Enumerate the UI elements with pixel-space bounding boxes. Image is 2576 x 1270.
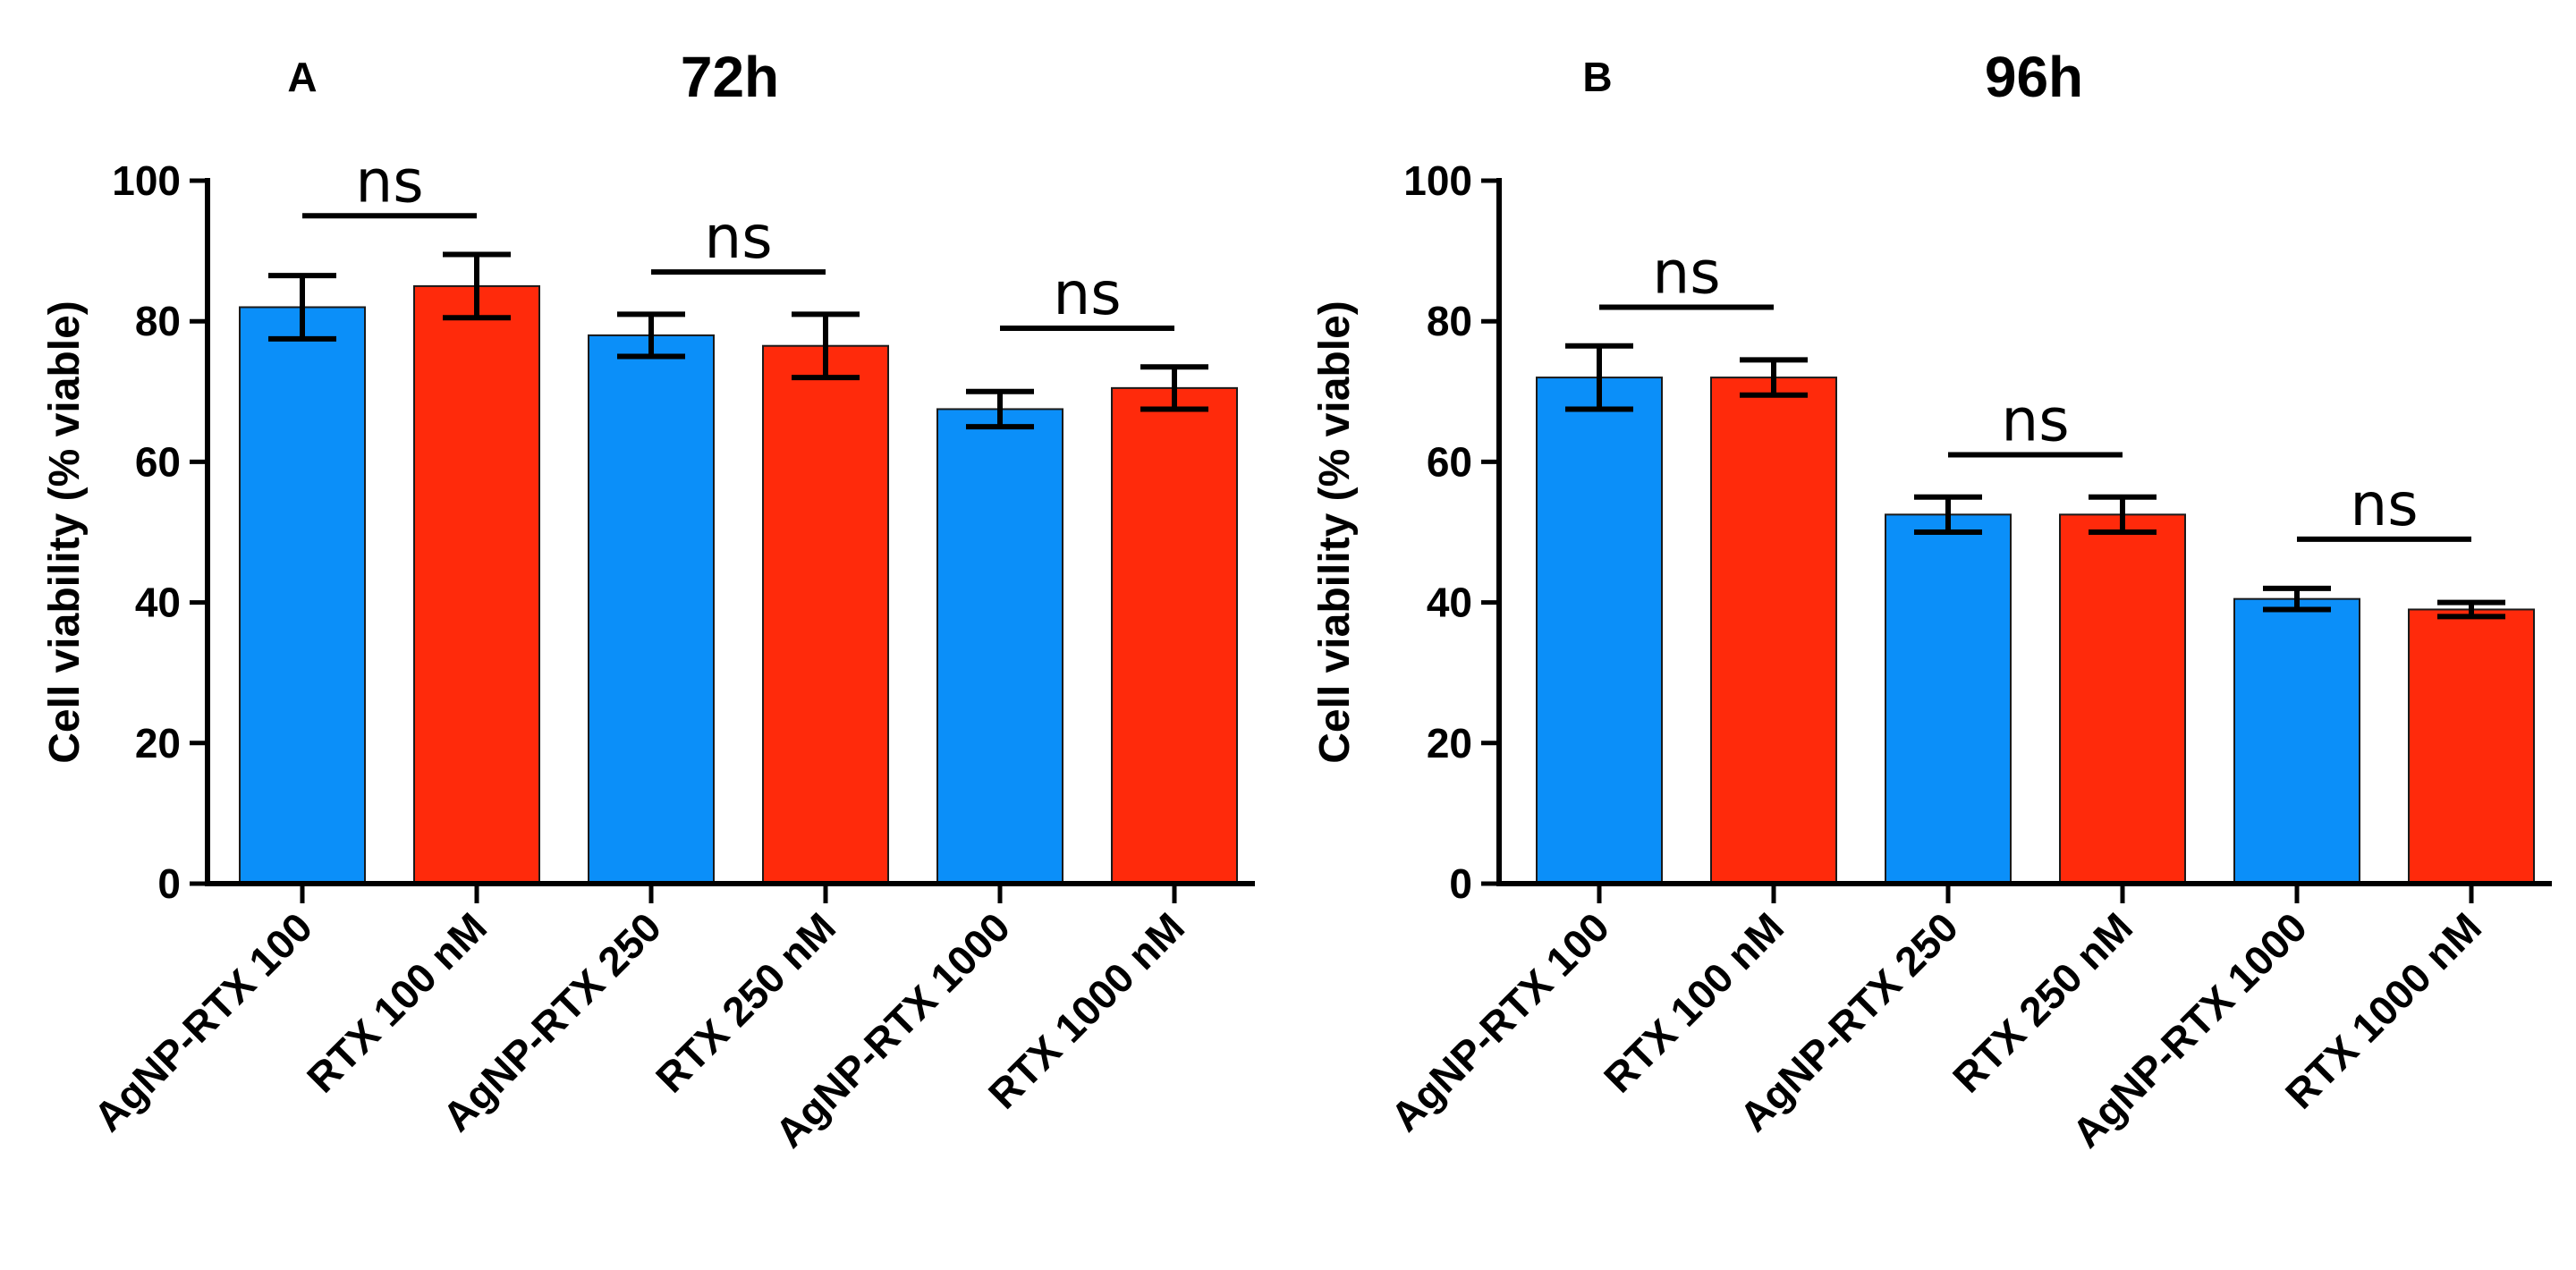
x-tick-label: AgNP-RTX 100 <box>85 903 322 1140</box>
panel-96h: B 96h Cell viability (% viable) 0 20 40 60 80 10… <box>1311 45 2552 1156</box>
bar <box>1536 377 1663 885</box>
x-tick-label: RTX 250 nM <box>647 903 844 1101</box>
y-tick-label: 80 <box>1427 298 1472 344</box>
y-tick-label: 60 <box>1427 438 1472 485</box>
bar <box>1710 377 1837 885</box>
bar <box>2233 597 2360 885</box>
chart-title: 72h <box>681 45 779 109</box>
y-tick-label: 20 <box>1427 720 1472 766</box>
bar <box>1885 513 2012 885</box>
chart-title: 96h <box>1985 45 2083 109</box>
y-tick-label: 40 <box>135 580 181 626</box>
y-tick-label: 0 <box>1449 860 1472 907</box>
y-axis-label: Cell viability (% viable) <box>1311 301 1359 764</box>
x-tick-label: RTX 100 nM <box>298 903 496 1101</box>
bar <box>2408 608 2535 885</box>
error-bar <box>2089 494 2157 535</box>
x-tick-label: AgNP-RTX 100 <box>1382 903 1619 1140</box>
significance-label: ns <box>704 203 772 272</box>
error-bar <box>617 311 685 360</box>
bar <box>936 408 1063 885</box>
panel-letter: B <box>1582 54 1612 100</box>
error-bar <box>2263 585 2331 613</box>
error-bar <box>268 273 336 342</box>
error-bar <box>966 388 1034 430</box>
panel-letter: A <box>287 54 317 100</box>
error-bar <box>443 251 511 321</box>
bar <box>588 334 715 885</box>
y-tick-label: 0 <box>157 860 181 907</box>
y-tick-label: 20 <box>135 720 181 766</box>
y-tick-label: 60 <box>135 438 181 485</box>
error-bar <box>1914 494 1982 535</box>
x-tick-label: RTX 100 nM <box>1595 903 1792 1101</box>
significance-label: ns <box>2350 470 2418 539</box>
bar <box>762 344 889 885</box>
bar <box>413 284 540 885</box>
y-tick-label: 40 <box>1427 580 1472 626</box>
y-tick-label: 100 <box>112 157 181 204</box>
bar <box>239 306 366 885</box>
y-tick-label: 80 <box>135 298 181 344</box>
error-bar <box>1565 343 1633 412</box>
significance-label: ns <box>2001 386 2069 455</box>
error-bar <box>2437 599 2505 620</box>
bar <box>2059 513 2186 885</box>
error-bar <box>1140 364 1208 412</box>
y-axis-label: Cell viability (% viable) <box>41 301 89 764</box>
significance-label: ns <box>1053 259 1121 328</box>
significance-label: ns <box>1652 238 1720 307</box>
error-bar <box>1740 357 1808 398</box>
x-tick-label: RTX 250 nM <box>1944 903 2141 1101</box>
panel-72h: A 72h Cell viability (% viable) 0 20 40 60 80 10… <box>41 45 1255 1156</box>
significance-label: ns <box>355 147 423 216</box>
error-bar <box>792 311 860 381</box>
bar <box>1111 386 1238 885</box>
y-tick-label: 100 <box>1403 157 1472 204</box>
